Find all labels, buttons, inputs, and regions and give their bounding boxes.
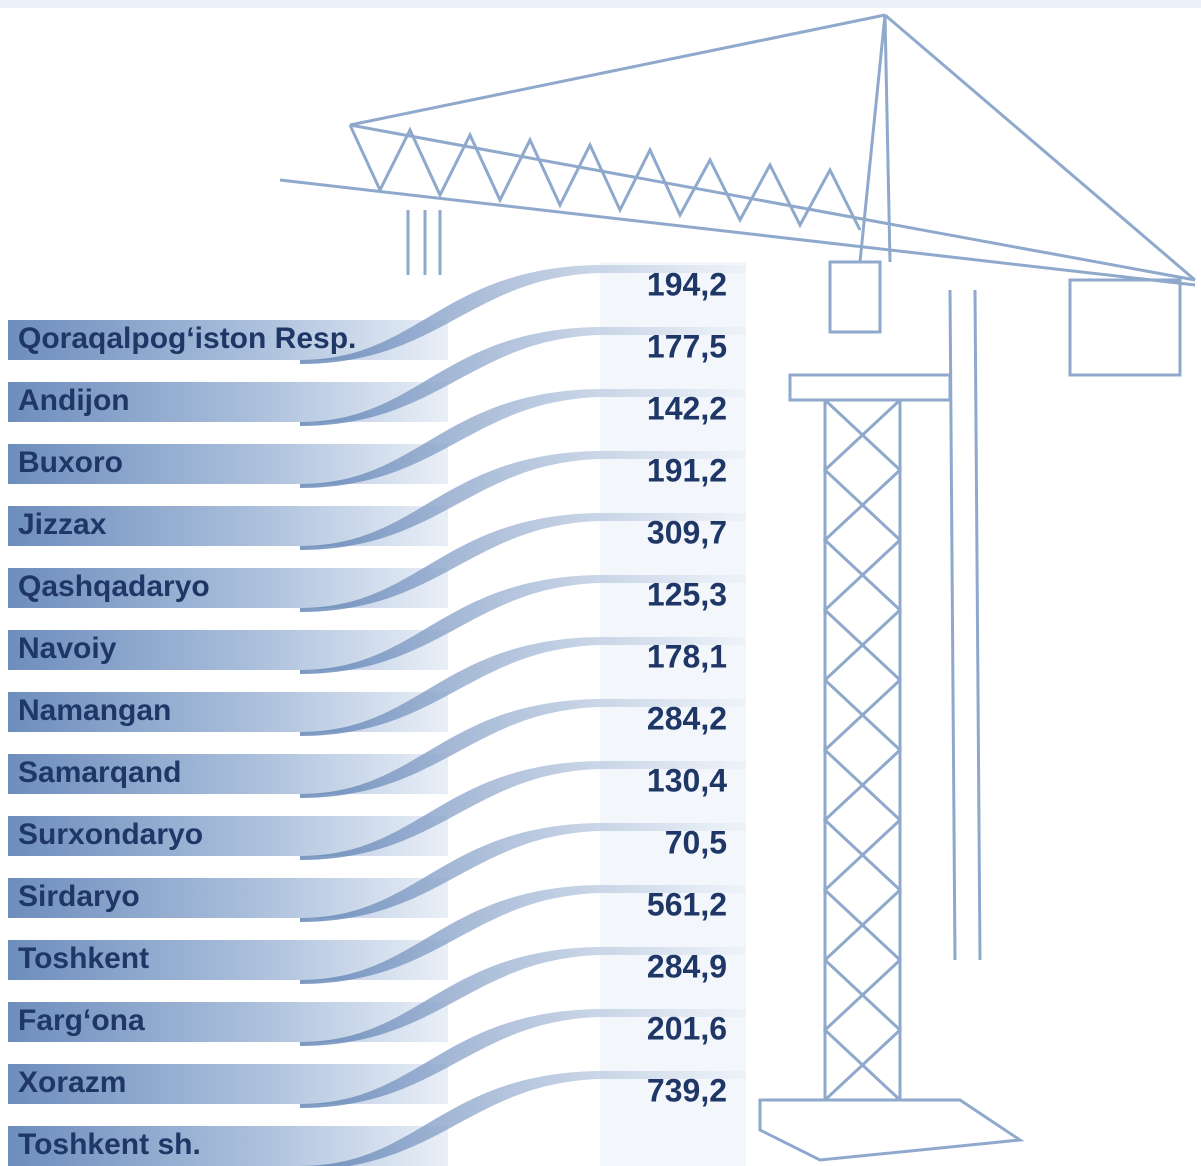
swoosh [300, 265, 746, 364]
row-value: 201,6 [647, 1010, 727, 1046]
row-label: Qashqadaryo [18, 570, 210, 603]
row-label: Toshkent sh. [18, 1128, 201, 1161]
row-label: Namangan [18, 694, 171, 727]
row-value: 125,3 [647, 576, 727, 612]
row-value: 142,2 [647, 390, 727, 426]
row-label: Buxoro [18, 446, 123, 479]
swoosh [300, 1071, 746, 1166]
row-label: Samarqand [18, 756, 181, 789]
swoosh [300, 637, 746, 736]
row-value: 561,2 [647, 886, 727, 922]
crane [279, 13, 1196, 1162]
row-label: Qoraqalpog‘iston Resp. [18, 322, 356, 355]
swoosh [300, 699, 746, 798]
swoosh [300, 947, 746, 1046]
row-value: 739,2 [647, 1072, 727, 1108]
row-label: Surxondaryo [18, 818, 203, 851]
row-label: Xorazm [18, 1066, 126, 1099]
swoosh [300, 389, 746, 488]
top-strip [0, 0, 1201, 8]
row-value: 178,1 [647, 638, 727, 674]
row-label: Navoiy [18, 632, 117, 665]
row-label: Sirdaryo [18, 880, 140, 913]
swoosh [300, 761, 746, 860]
row-value: 177,5 [647, 328, 727, 364]
row-label: Andijon [18, 384, 130, 417]
row-label: Farg‘ona [18, 1004, 145, 1037]
row-value: 191,2 [647, 452, 727, 488]
swoosh [300, 575, 746, 674]
row-value: 309,7 [647, 514, 727, 550]
row-value: 194,2 [647, 266, 727, 302]
row-value: 130,4 [647, 762, 727, 798]
row-label: Toshkent [18, 942, 149, 975]
swoosh [300, 823, 746, 922]
swoosh [300, 327, 746, 426]
swoosh [300, 1009, 746, 1108]
row-value: 284,2 [647, 700, 727, 736]
swoosh [300, 451, 746, 550]
swoosh [300, 885, 746, 984]
row-label: Jizzax [18, 508, 107, 541]
swoosh [300, 513, 746, 612]
row-value: 70,5 [665, 824, 727, 860]
row-value: 284,9 [647, 948, 727, 984]
